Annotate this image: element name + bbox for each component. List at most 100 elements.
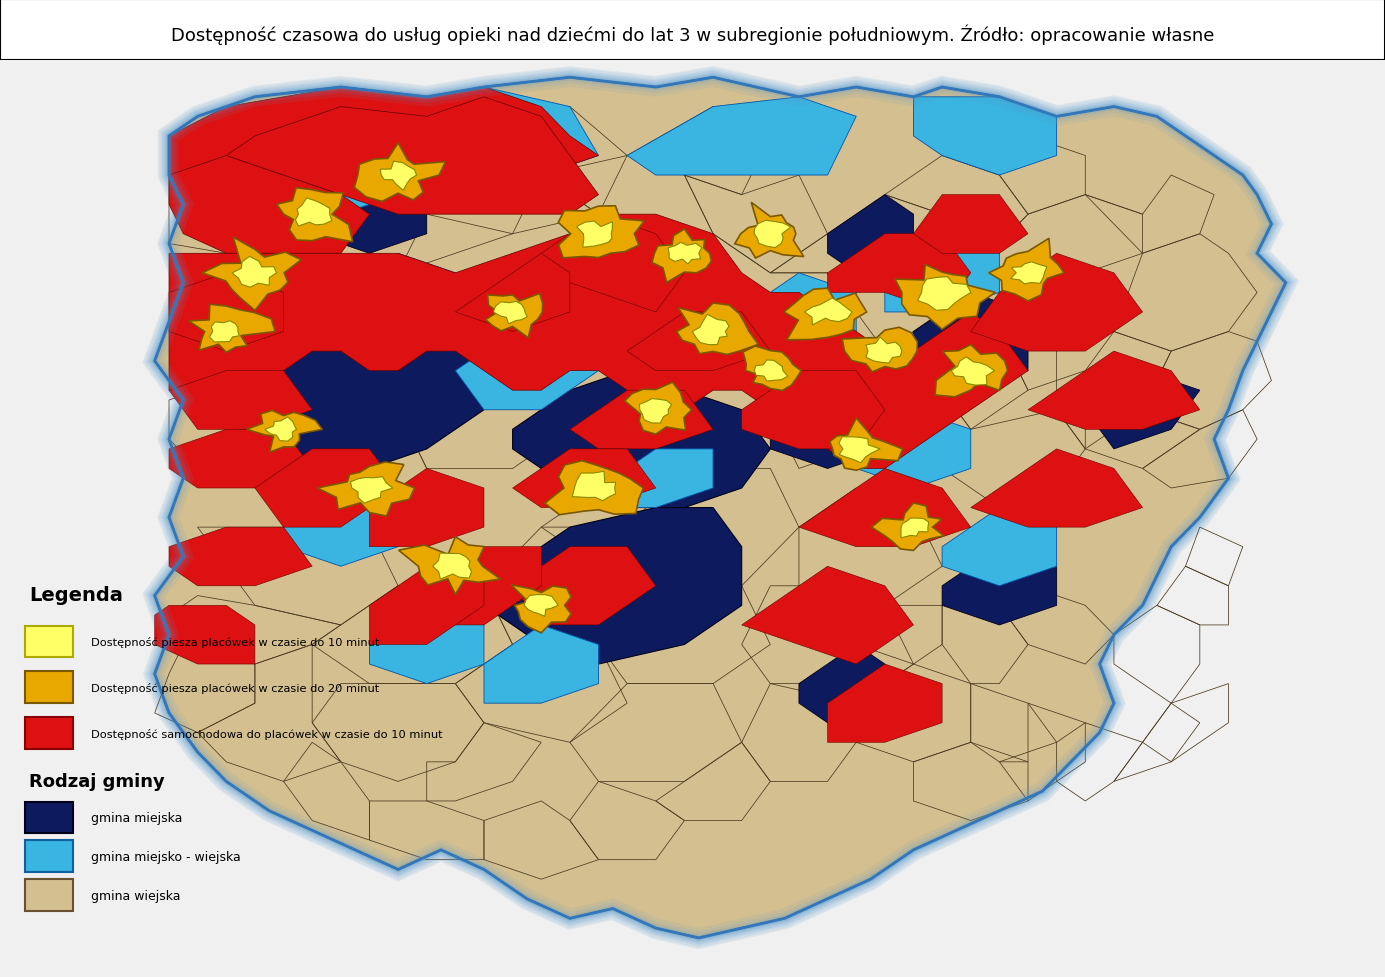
- Polygon shape: [284, 488, 397, 567]
- Polygon shape: [312, 176, 427, 254]
- Polygon shape: [169, 528, 312, 586]
- Polygon shape: [544, 461, 644, 515]
- Polygon shape: [692, 315, 729, 345]
- Polygon shape: [770, 391, 885, 469]
- Polygon shape: [902, 519, 929, 538]
- Polygon shape: [755, 221, 791, 248]
- Polygon shape: [188, 305, 276, 353]
- Polygon shape: [871, 503, 945, 551]
- Polygon shape: [914, 98, 1057, 176]
- Polygon shape: [397, 88, 598, 176]
- FancyBboxPatch shape: [25, 626, 73, 658]
- Polygon shape: [512, 547, 655, 625]
- Polygon shape: [625, 383, 691, 435]
- FancyBboxPatch shape: [25, 879, 73, 911]
- Polygon shape: [370, 606, 483, 684]
- Polygon shape: [524, 595, 558, 616]
- Polygon shape: [169, 156, 370, 254]
- Polygon shape: [866, 338, 902, 363]
- Polygon shape: [828, 195, 914, 274]
- Polygon shape: [1028, 352, 1199, 430]
- Polygon shape: [558, 206, 644, 259]
- Polygon shape: [155, 78, 1285, 938]
- Polygon shape: [399, 537, 500, 595]
- Polygon shape: [247, 411, 323, 452]
- Polygon shape: [295, 198, 332, 227]
- Polygon shape: [370, 469, 483, 547]
- Polygon shape: [432, 554, 471, 579]
- Text: Dostępność czasowa do usług opieki nad dziećmi do lat 3 w subregionie południowy: Dostępność czasowa do usług opieki nad d…: [170, 24, 1215, 45]
- Polygon shape: [914, 195, 1028, 254]
- Text: gmina miejska: gmina miejska: [91, 811, 183, 825]
- Polygon shape: [169, 215, 1028, 469]
- Polygon shape: [828, 664, 942, 743]
- Polygon shape: [942, 508, 1057, 586]
- Polygon shape: [255, 449, 397, 528]
- Polygon shape: [914, 293, 1028, 391]
- FancyBboxPatch shape: [25, 717, 73, 749]
- Text: Dostępność samochodowa do placówek w czasie do 10 minut: Dostępność samochodowa do placówek w cza…: [91, 728, 443, 739]
- Polygon shape: [1086, 371, 1199, 449]
- Polygon shape: [652, 230, 712, 283]
- Polygon shape: [169, 274, 284, 352]
- Polygon shape: [169, 88, 598, 195]
- Polygon shape: [784, 289, 867, 340]
- Polygon shape: [640, 400, 672, 424]
- Polygon shape: [989, 239, 1064, 302]
- Text: Rodzaj gminy: Rodzaj gminy: [29, 772, 165, 790]
- Polygon shape: [799, 645, 885, 723]
- Polygon shape: [350, 477, 393, 504]
- Text: gmina miejsko - wiejska: gmina miejsko - wiejska: [91, 850, 241, 863]
- Polygon shape: [842, 328, 917, 372]
- Polygon shape: [542, 215, 684, 313]
- Polygon shape: [627, 313, 770, 371]
- Polygon shape: [742, 274, 856, 371]
- Text: Dostępność piesza placówek w czasie do 10 minut: Dostępność piesza placówek w czasie do 1…: [91, 636, 379, 648]
- Polygon shape: [155, 606, 255, 664]
- Polygon shape: [569, 391, 713, 449]
- Text: gmina wiejska: gmina wiejska: [91, 889, 181, 902]
- Polygon shape: [226, 274, 512, 469]
- Polygon shape: [942, 547, 1057, 625]
- Polygon shape: [209, 321, 240, 343]
- Polygon shape: [370, 567, 483, 645]
- Polygon shape: [885, 234, 1000, 313]
- Polygon shape: [169, 371, 312, 430]
- Polygon shape: [918, 277, 971, 311]
- FancyBboxPatch shape: [25, 672, 73, 703]
- Polygon shape: [828, 234, 971, 313]
- Polygon shape: [233, 257, 277, 288]
- Polygon shape: [935, 345, 1008, 398]
- Polygon shape: [355, 144, 446, 202]
- Polygon shape: [493, 302, 528, 324]
- FancyBboxPatch shape: [25, 802, 73, 833]
- Polygon shape: [742, 567, 914, 664]
- Polygon shape: [676, 304, 758, 356]
- Polygon shape: [265, 417, 296, 442]
- Polygon shape: [951, 358, 994, 386]
- Polygon shape: [755, 361, 788, 382]
- Polygon shape: [512, 449, 655, 508]
- Text: Legenda: Legenda: [29, 585, 123, 605]
- Polygon shape: [169, 430, 312, 488]
- Polygon shape: [317, 462, 414, 517]
- Polygon shape: [742, 347, 801, 391]
- Polygon shape: [483, 508, 742, 664]
- Polygon shape: [277, 189, 353, 242]
- Polygon shape: [742, 371, 885, 449]
- Text: Dostępność piesza placówek w czasie do 20 minut: Dostępność piesza placówek w czasie do 2…: [91, 682, 379, 693]
- Polygon shape: [735, 203, 803, 259]
- FancyBboxPatch shape: [25, 840, 73, 872]
- Polygon shape: [202, 237, 301, 311]
- Polygon shape: [284, 127, 427, 215]
- Polygon shape: [627, 98, 856, 176]
- Polygon shape: [226, 98, 598, 215]
- Polygon shape: [576, 222, 612, 248]
- Polygon shape: [971, 449, 1143, 528]
- Polygon shape: [799, 469, 971, 547]
- Polygon shape: [805, 299, 852, 325]
- Polygon shape: [397, 547, 542, 625]
- Polygon shape: [668, 243, 702, 265]
- Polygon shape: [511, 585, 571, 633]
- Polygon shape: [598, 449, 713, 508]
